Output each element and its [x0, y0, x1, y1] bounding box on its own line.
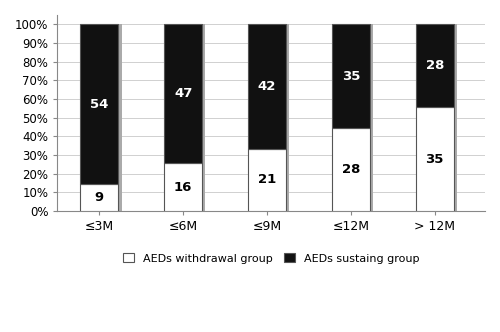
Bar [332, 128, 370, 211]
Bar [164, 163, 202, 211]
Text: 21: 21 [258, 173, 276, 186]
Text: 35: 35 [426, 152, 444, 166]
Text: 28: 28 [342, 163, 360, 176]
Bar [416, 107, 454, 211]
Text: 35: 35 [342, 70, 360, 83]
Bar [80, 184, 118, 211]
Bar [164, 24, 202, 163]
Bar [84, 24, 122, 215]
Text: 28: 28 [426, 59, 444, 72]
Text: 16: 16 [174, 181, 193, 194]
Bar [248, 149, 286, 211]
Bar [332, 24, 370, 128]
Bar [336, 24, 373, 215]
Text: 54: 54 [90, 98, 108, 111]
Bar [252, 24, 289, 215]
Bar [168, 24, 205, 215]
Bar [419, 24, 457, 215]
Text: 42: 42 [258, 80, 276, 93]
Bar [248, 24, 286, 149]
Legend: AEDs withdrawal group, AEDs sustaing group: AEDs withdrawal group, AEDs sustaing gro… [118, 249, 424, 268]
Text: 47: 47 [174, 87, 193, 100]
Text: 9: 9 [95, 191, 104, 204]
Bar [80, 24, 118, 184]
Bar [416, 24, 454, 107]
